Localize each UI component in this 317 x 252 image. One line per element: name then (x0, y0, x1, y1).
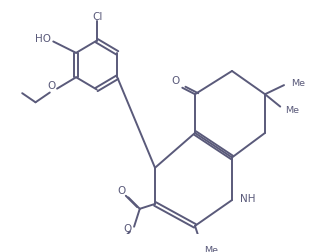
Text: HO: HO (35, 34, 51, 44)
Text: O: O (47, 81, 55, 91)
Text: Me: Me (204, 246, 218, 252)
Text: O: O (117, 186, 126, 196)
Text: NH: NH (240, 194, 256, 204)
Text: Me: Me (291, 79, 305, 88)
Text: Cl: Cl (93, 12, 103, 22)
Text: Me: Me (286, 106, 300, 115)
Text: O: O (171, 76, 179, 86)
Text: O: O (123, 224, 131, 234)
